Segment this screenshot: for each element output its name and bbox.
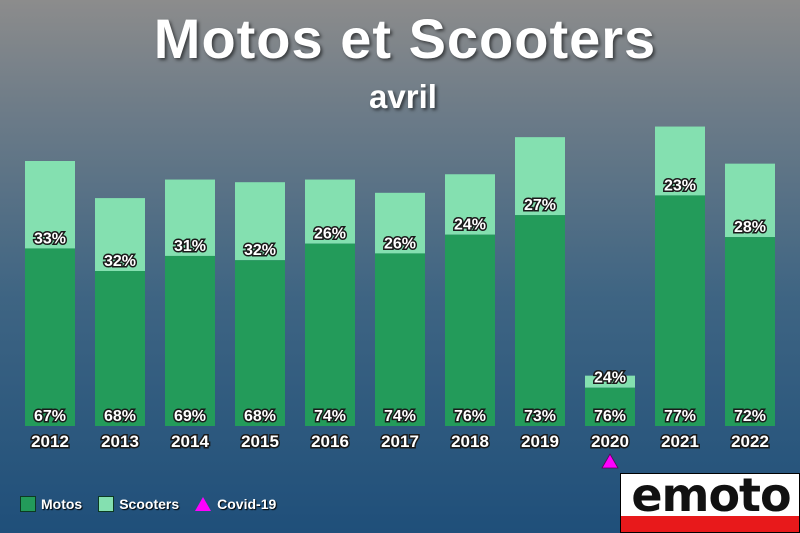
bar-scooters-2015 [235, 182, 285, 261]
bar-motos-2021 [655, 195, 705, 426]
x-tick-2014: 2014 [171, 432, 209, 451]
label-motos-2018: 76% [454, 408, 486, 425]
bar-motos-2015 [235, 260, 285, 426]
x-tick-2019: 2019 [521, 432, 559, 451]
legend-label-motos: Motos [41, 496, 83, 512]
bar-scooters-2012 [25, 161, 75, 249]
label-scooters-2017: 26% [384, 235, 416, 252]
label-scooters-2018: 24% [454, 217, 486, 234]
x-tick-2021: 2021 [661, 432, 699, 451]
legend-label-scooters: Scooters [119, 496, 180, 512]
bar-scooters-2019 [515, 137, 565, 216]
emoto-logo: emoto [620, 473, 800, 533]
label-scooters-2021: 23% [664, 177, 696, 194]
legend-item-motos: Motos [20, 496, 82, 512]
bar-scooters-2021 [655, 126, 705, 196]
label-motos-2014: 69% [174, 408, 206, 425]
bar-motos-2018 [445, 234, 495, 426]
covid-marker-2020 [601, 453, 619, 469]
x-tick-2013: 2013 [101, 432, 139, 451]
label-scooters-2012: 33% [34, 230, 66, 247]
label-motos-2015: 68% [244, 408, 276, 425]
legend-swatch-scooters [98, 496, 115, 512]
x-tick-2016: 2016 [311, 432, 349, 451]
legend-item-covid: Covid-19 [195, 496, 276, 512]
label-scooters-2015: 32% [244, 242, 276, 259]
label-scooters-2016: 26% [314, 226, 346, 243]
bar-motos-2013 [95, 271, 145, 426]
bar-scooters-2017 [375, 192, 425, 254]
legend-swatch-motos [20, 496, 36, 512]
bar-scooters-2018 [445, 174, 495, 235]
label-scooters-2022: 28% [734, 219, 766, 236]
bar-motos-2017 [375, 253, 425, 426]
bar-motos-2012 [25, 248, 75, 426]
bar-motos-2016 [305, 243, 355, 426]
bar-motos-2020 [585, 387, 635, 426]
bar-scooters-2020 [585, 375, 635, 388]
x-tick-2020: 2020 [591, 432, 629, 451]
covid-triangle-icon [195, 497, 212, 511]
chart-subtitle: avril [369, 78, 437, 115]
label-scooters-2020: 24% [594, 370, 626, 387]
x-tick-2015: 2015 [241, 432, 279, 451]
logo-text: emoto [631, 473, 791, 522]
bar-motos-2019 [515, 215, 565, 426]
bar-scooters-2022 [725, 163, 775, 238]
label-motos-2019: 73% [524, 408, 556, 425]
bar-scooters-2014 [165, 179, 215, 256]
label-motos-2022: 72% [734, 408, 766, 425]
label-scooters-2019: 27% [524, 197, 556, 214]
label-motos-2021: 77% [664, 408, 696, 425]
x-tick-2012: 2012 [31, 432, 69, 451]
label-scooters-2014: 31% [174, 238, 206, 255]
bar-scooters-2016 [305, 179, 355, 244]
label-scooters-2013: 32% [104, 253, 136, 270]
label-motos-2013: 68% [104, 408, 136, 425]
label-motos-2020: 76% [594, 408, 626, 425]
bar-motos-2014 [165, 255, 215, 426]
label-motos-2012: 67% [34, 408, 66, 425]
legend-item-scooters: Scooters [98, 496, 179, 512]
label-motos-2017: 74% [384, 408, 416, 425]
x-tick-2018: 2018 [451, 432, 489, 451]
x-tick-2017: 2017 [381, 432, 419, 451]
logo-red-bar [621, 516, 799, 532]
bar-motos-2022 [725, 237, 775, 426]
legend: Motos Scooters Covid-19 [20, 496, 292, 512]
legend-label-covid: Covid-19 [217, 496, 277, 512]
bar-scooters-2013 [95, 198, 145, 272]
x-tick-2022: 2022 [731, 432, 769, 451]
label-motos-2016: 74% [314, 408, 346, 425]
chart-title: Motos et Scooters [153, 7, 657, 70]
